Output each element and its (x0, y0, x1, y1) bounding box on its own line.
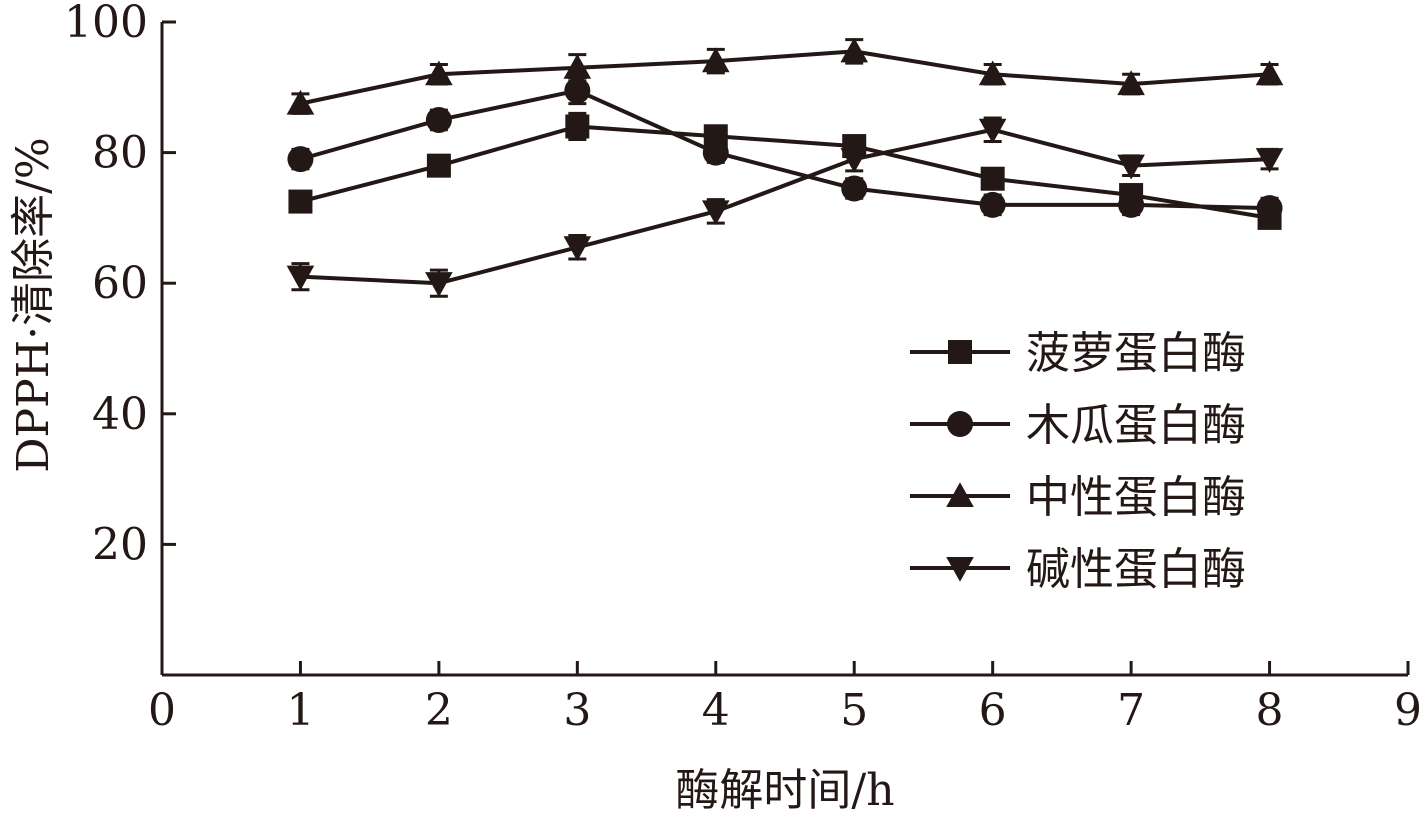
data-point (841, 175, 868, 202)
x-tick-label: 5 (840, 685, 868, 736)
data-point (1256, 195, 1283, 222)
legend-label: 木瓜蛋白酶 (1026, 400, 1246, 451)
data-point (701, 200, 730, 226)
series-group (286, 37, 1284, 298)
data-point (1117, 70, 1145, 96)
data-point (286, 89, 315, 115)
legend-marker (946, 482, 974, 508)
y-tick-label: 60 (92, 258, 148, 309)
data-point (1255, 60, 1284, 86)
x-tick-label: 3 (563, 685, 591, 736)
axes: 20 40 60 80 100 0 1 2 3 4 5 6 7 8 9 (64, 0, 1422, 736)
x-tick-label: 7 (1117, 685, 1145, 736)
series-line (299, 88, 1270, 211)
data-point (978, 118, 1007, 144)
series-3 (286, 37, 1284, 115)
y-tick-label: 80 (92, 128, 148, 179)
data-point (701, 47, 730, 73)
data-point (840, 37, 869, 63)
data-point (563, 236, 592, 262)
data-point (1117, 154, 1145, 180)
x-tick-label: 0 (148, 685, 176, 736)
series-2 (287, 76, 1283, 222)
x-tick-label: 6 (979, 685, 1007, 736)
legend-label: 碱性蛋白酶 (1026, 544, 1246, 595)
data-point (563, 53, 592, 79)
data-point (286, 265, 315, 291)
data-point (1118, 191, 1145, 218)
data-point (565, 114, 590, 139)
data-point (425, 60, 453, 86)
data-point (978, 60, 1007, 86)
legend-item: 菠萝蛋白酶 (910, 328, 1246, 379)
legend-item: 木瓜蛋白酶 (910, 400, 1246, 451)
data-point (288, 189, 313, 214)
legend-marker (946, 556, 974, 582)
x-tick-label: 9 (1394, 685, 1422, 736)
y-axis-title: DPPH·清除率/% (8, 137, 59, 472)
series-4 (286, 116, 1284, 298)
data-point (980, 166, 1005, 191)
x-tick-label: 1 (286, 685, 314, 736)
series-line (300, 49, 1270, 106)
data-point (979, 191, 1006, 218)
legend-label: 中性蛋白酶 (1026, 472, 1246, 523)
x-tick-label: 2 (425, 685, 453, 736)
x-tick-label: 4 (702, 685, 730, 736)
legend-item: 中性蛋白酶 (910, 472, 1246, 523)
data-point (425, 106, 452, 133)
legend-label: 菠萝蛋白酶 (1026, 328, 1246, 379)
data-point (1255, 148, 1284, 173)
y-tick-label: 100 (64, 0, 148, 48)
y-tick-label: 40 (92, 389, 148, 440)
data-point (840, 148, 869, 173)
data-point (426, 153, 451, 178)
x-axis-title: 酶解时间/h (675, 765, 894, 816)
legend-marker (948, 340, 972, 364)
data-point (702, 139, 729, 166)
series-line (299, 124, 1270, 220)
data-point (425, 272, 453, 297)
legend-marker (947, 411, 973, 437)
data-point (564, 77, 591, 104)
y-tick-label: 20 (92, 519, 148, 570)
series-line (300, 127, 1270, 286)
legend-item: 碱性蛋白酶 (910, 544, 1246, 595)
x-tick-label: 8 (1256, 685, 1284, 736)
data-point (287, 146, 314, 173)
